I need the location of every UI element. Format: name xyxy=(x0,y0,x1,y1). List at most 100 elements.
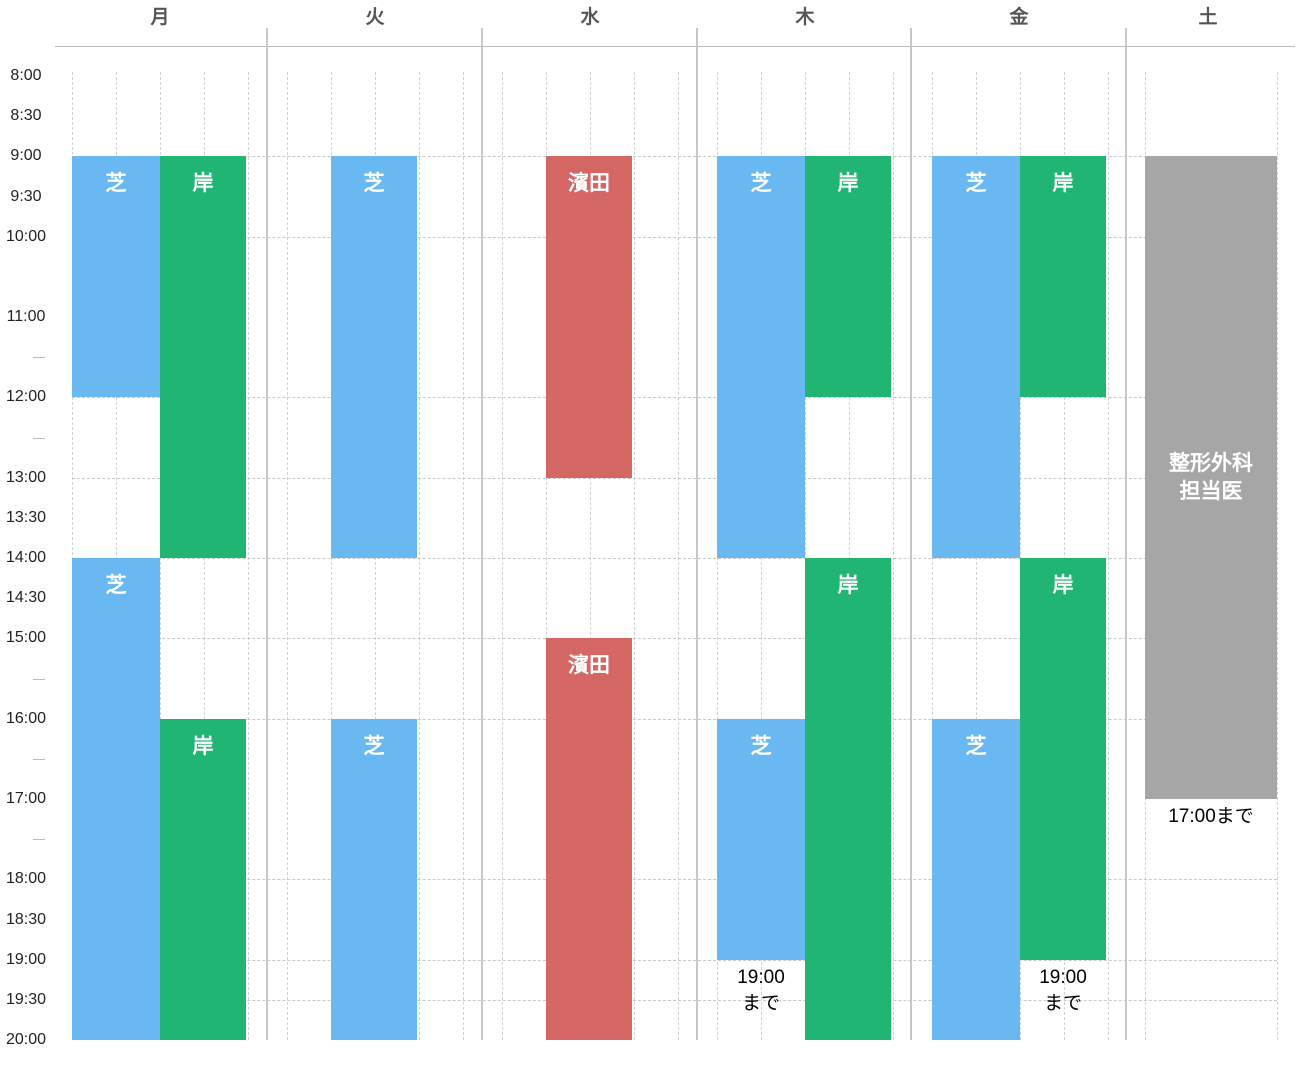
schedule-block[interactable]: 濱田 xyxy=(546,156,632,478)
vertical-guide xyxy=(546,72,547,1040)
schedule-block[interactable]: 芝 xyxy=(932,156,1020,558)
vertical-guide xyxy=(248,72,249,1040)
day-header: 火 xyxy=(365,7,385,28)
time-label: 14:00 xyxy=(5,549,47,566)
doctor-name-label: 岸 xyxy=(192,172,214,196)
vertical-guide xyxy=(1064,72,1065,1040)
schedule-block[interactable]: 岸 xyxy=(160,718,246,1040)
hour-gridline xyxy=(72,236,1277,238)
half-hour-tick xyxy=(33,758,45,760)
schedule-block[interactable]: 芝 xyxy=(72,156,160,398)
time-label: 14:30 xyxy=(5,589,47,607)
vertical-guide xyxy=(1277,72,1278,1040)
time-label: 9:00 xyxy=(10,147,42,165)
time-label: 16:00 xyxy=(5,709,47,727)
half-hour-tick xyxy=(33,839,45,841)
schedule-block[interactable]: 芝 xyxy=(331,718,417,1040)
schedule-block[interactable]: 芝 xyxy=(72,558,160,1040)
hour-gridline xyxy=(72,477,1277,479)
hour-gridline xyxy=(72,638,1277,640)
hour-gridline xyxy=(72,879,1277,881)
vertical-guide xyxy=(893,72,894,1040)
vertical-guide xyxy=(634,72,635,1040)
vertical-guide xyxy=(590,72,591,1040)
day-header: 水 xyxy=(580,7,600,28)
doctor-name-label: 芝 xyxy=(750,734,772,758)
day-header: 木 xyxy=(795,7,815,28)
vertical-guide xyxy=(849,72,850,1040)
doctor-name-label: 芝 xyxy=(750,172,772,196)
half-hour-tick xyxy=(33,357,45,359)
schedule-block[interactable]: 整形外科 担当医 xyxy=(1145,156,1277,799)
time-label: 15:00 xyxy=(5,629,47,647)
doctor-name-label: 岸 xyxy=(192,734,214,758)
vertical-guide xyxy=(463,72,464,1040)
vertical-guide xyxy=(678,72,679,1040)
vertical-guide xyxy=(1108,72,1109,1040)
schedule-block[interactable]: 岸 xyxy=(805,156,891,398)
half-hour-tick xyxy=(33,437,45,439)
hour-gridline xyxy=(72,156,1277,158)
column-separator xyxy=(696,28,698,1040)
doctor-name-label: 芝 xyxy=(105,574,127,597)
time-label: 11:00 xyxy=(6,308,46,325)
vertical-guide xyxy=(287,72,288,1040)
doctor-name-label: 岸 xyxy=(1052,172,1074,196)
hour-gridline xyxy=(72,397,1277,399)
doctor-name-label: 岸 xyxy=(837,574,859,597)
end-time-note: 19:00 まで xyxy=(1039,966,1087,1014)
day-header: 月 xyxy=(150,7,170,28)
time-label: 18:30 xyxy=(5,910,47,928)
vertical-guide xyxy=(72,72,73,1040)
schedule-block[interactable]: 芝 xyxy=(717,718,805,960)
header-divider xyxy=(55,46,1295,47)
schedule-block[interactable]: 岸 xyxy=(805,558,891,1040)
schedule-block[interactable]: 岸 xyxy=(1020,558,1106,960)
schedule-block[interactable]: 岸 xyxy=(1020,156,1106,398)
day-header: 金 xyxy=(1009,7,1029,28)
doctor-name-label: 芝 xyxy=(363,734,385,758)
doctor-name-label: 芝 xyxy=(363,172,385,196)
vertical-guide xyxy=(502,72,503,1040)
vertical-guide xyxy=(116,72,117,1040)
time-label: 18:00 xyxy=(5,870,47,888)
doctor-name-label: 芝 xyxy=(105,172,127,196)
hour-gridline xyxy=(72,999,1277,1001)
doctor-name-label: 濱田 xyxy=(568,654,610,678)
time-label: 17:00 xyxy=(5,790,47,807)
time-label: 13:00 xyxy=(5,468,47,486)
schedule-block[interactable]: 岸 xyxy=(160,156,246,558)
doctor-name-label: 整形外科 担当医 xyxy=(1169,451,1253,503)
time-label: 10:00 xyxy=(5,227,47,245)
hour-gridline xyxy=(72,959,1277,961)
time-label: 8:00 xyxy=(10,67,42,84)
time-label: 20:00 xyxy=(5,1031,47,1048)
doctor-name-label: 岸 xyxy=(837,172,859,196)
column-separator xyxy=(1125,28,1127,1040)
time-label: 13:30 xyxy=(5,508,47,526)
hour-gridline xyxy=(72,558,1277,559)
hour-gridline xyxy=(72,718,1277,720)
time-label: 12:00 xyxy=(5,388,47,406)
doctor-name-label: 岸 xyxy=(1052,574,1074,597)
doctor-name-label: 芝 xyxy=(965,734,987,758)
column-separator xyxy=(266,28,268,1040)
end-time-note: 19:00 まで xyxy=(737,966,785,1014)
end-time-note: 17:00まで xyxy=(1168,806,1254,827)
time-label: 19:30 xyxy=(5,990,47,1008)
schedule-block[interactable]: 芝 xyxy=(932,718,1020,1040)
time-label: 9:30 xyxy=(10,187,42,205)
time-label: 8:30 xyxy=(10,107,42,125)
schedule-block[interactable]: 芝 xyxy=(717,156,805,558)
doctor-name-label: 芝 xyxy=(965,172,987,196)
column-separator xyxy=(910,28,912,1040)
vertical-guide xyxy=(1020,72,1021,1040)
vertical-guide xyxy=(419,72,420,1040)
doctor-name-label: 濱田 xyxy=(568,172,610,196)
vertical-guide xyxy=(805,72,806,1040)
half-hour-tick xyxy=(33,678,45,680)
schedule-block[interactable]: 芝 xyxy=(331,156,417,558)
column-separator xyxy=(481,28,483,1040)
schedule-block[interactable]: 濱田 xyxy=(546,638,632,1040)
